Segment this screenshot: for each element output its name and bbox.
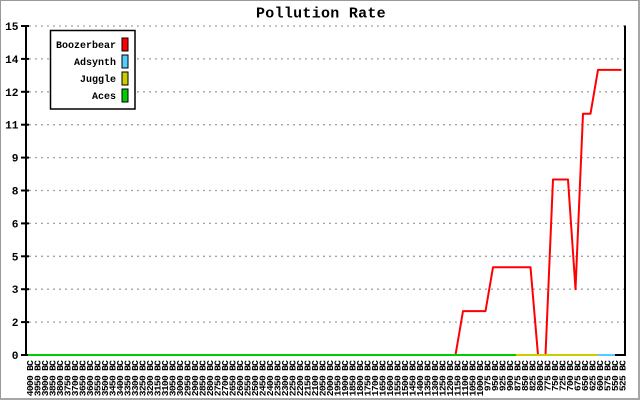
svg-text:2950 BC: 2950 BC [183, 360, 194, 396]
svg-text:1600 BC: 1600 BC [385, 360, 396, 396]
svg-text:850 BC: 850 BC [520, 360, 531, 391]
svg-text:650 BC: 650 BC [580, 360, 591, 391]
svg-text:1000 BC: 1000 BC [475, 360, 486, 396]
svg-text:2250 BC: 2250 BC [288, 360, 299, 396]
svg-text:2900 BC: 2900 BC [190, 360, 201, 396]
svg-text:900 BC: 900 BC [505, 360, 516, 391]
svg-text:1750 BC: 1750 BC [363, 360, 374, 396]
svg-text:1450 BC: 1450 BC [408, 360, 419, 396]
svg-text:525 BC: 525 BC [618, 360, 629, 391]
svg-text:1650 BC: 1650 BC [378, 360, 389, 396]
svg-text:Juggle: Juggle [80, 74, 116, 86]
svg-text:1850 BC: 1850 BC [348, 360, 359, 396]
svg-text:14: 14 [5, 55, 19, 67]
svg-text:0: 0 [12, 351, 19, 363]
svg-text:2800 BC: 2800 BC [205, 360, 216, 396]
svg-text:1800 BC: 1800 BC [355, 360, 366, 396]
svg-text:2600 BC: 2600 BC [235, 360, 246, 396]
svg-text:3050 BC: 3050 BC [168, 360, 179, 396]
svg-text:12: 12 [5, 88, 19, 100]
svg-text:3250 BC: 3250 BC [138, 360, 149, 396]
svg-text:2200 BC: 2200 BC [295, 360, 306, 396]
svg-text:1400 BC: 1400 BC [415, 360, 426, 396]
svg-text:1100 BC: 1100 BC [460, 360, 471, 396]
svg-text:3100 BC: 3100 BC [160, 360, 171, 396]
svg-text:2050 BC: 2050 BC [318, 360, 329, 396]
svg-text:550 BC: 550 BC [610, 360, 621, 391]
svg-text:1900 BC: 1900 BC [340, 360, 351, 396]
svg-text:675 BC: 675 BC [573, 360, 584, 391]
svg-text:2450 BC: 2450 BC [258, 360, 269, 396]
svg-text:Boozerbear: Boozerbear [56, 40, 116, 52]
svg-text:3500 BC: 3500 BC [100, 360, 111, 396]
svg-text:700 BC: 700 BC [565, 360, 576, 391]
svg-text:3: 3 [12, 285, 19, 297]
svg-text:8: 8 [12, 187, 19, 199]
svg-text:2000 BC: 2000 BC [325, 360, 336, 396]
svg-text:3850 BC: 3850 BC [48, 360, 59, 396]
svg-text:Aces: Aces [92, 92, 116, 103]
svg-text:575 BC: 575 BC [603, 360, 614, 391]
svg-text:1950 BC: 1950 BC [333, 360, 344, 396]
svg-text:15: 15 [5, 22, 19, 34]
svg-text:2700 BC: 2700 BC [220, 360, 231, 396]
svg-text:775 BC: 775 BC [543, 360, 554, 391]
svg-text:4000 BC: 4000 BC [25, 360, 36, 396]
svg-text:1350 BC: 1350 BC [423, 360, 434, 396]
svg-text:750 BC: 750 BC [550, 360, 561, 391]
svg-text:1550 BC: 1550 BC [393, 360, 404, 396]
svg-text:3200 BC: 3200 BC [145, 360, 156, 396]
svg-text:2100 BC: 2100 BC [310, 360, 321, 396]
svg-text:3300 BC: 3300 BC [130, 360, 141, 396]
svg-text:6: 6 [12, 219, 19, 231]
svg-text:11: 11 [5, 121, 19, 133]
svg-text:2850 BC: 2850 BC [198, 360, 209, 396]
svg-text:3450 BC: 3450 BC [108, 360, 119, 396]
svg-text:Pollution Rate: Pollution Rate [256, 6, 386, 23]
svg-text:3150 BC: 3150 BC [153, 360, 164, 396]
svg-text:1300 BC: 1300 BC [430, 360, 441, 396]
svg-text:1150 BC: 1150 BC [453, 360, 464, 396]
svg-text:3350 BC: 3350 BC [123, 360, 134, 396]
svg-text:2400 BC: 2400 BC [265, 360, 276, 396]
svg-text:3800 BC: 3800 BC [55, 360, 66, 396]
svg-text:1250 BC: 1250 BC [438, 360, 449, 396]
svg-text:2: 2 [12, 318, 19, 330]
svg-text:875 BC: 875 BC [513, 360, 524, 391]
svg-text:1500 BC: 1500 BC [400, 360, 411, 396]
svg-text:2750 BC: 2750 BC [213, 360, 224, 396]
svg-text:3550 BC: 3550 BC [93, 360, 104, 396]
svg-text:3700 BC: 3700 BC [70, 360, 81, 396]
svg-text:1050 BC: 1050 BC [468, 360, 479, 396]
svg-text:3400 BC: 3400 BC [115, 360, 126, 396]
svg-text:725 BC: 725 BC [558, 360, 569, 391]
svg-text:Adsynth: Adsynth [74, 57, 116, 69]
svg-text:3900 BC: 3900 BC [40, 360, 51, 396]
svg-text:3000 BC: 3000 BC [175, 360, 186, 396]
svg-text:2150 BC: 2150 BC [303, 360, 314, 396]
svg-text:975 BC: 975 BC [483, 360, 494, 391]
svg-text:825 BC: 825 BC [528, 360, 539, 391]
svg-text:9: 9 [12, 154, 19, 166]
svg-text:2550 BC: 2550 BC [243, 360, 254, 396]
svg-text:3750 BC: 3750 BC [63, 360, 74, 396]
svg-text:2500 BC: 2500 BC [250, 360, 261, 396]
svg-text:1200 BC: 1200 BC [445, 360, 456, 396]
svg-text:2350 BC: 2350 BC [273, 360, 284, 396]
svg-text:1700 BC: 1700 BC [370, 360, 381, 396]
svg-text:2650 BC: 2650 BC [228, 360, 239, 396]
svg-text:2300 BC: 2300 BC [280, 360, 291, 396]
svg-text:925 BC: 925 BC [498, 360, 509, 391]
svg-text:800 BC: 800 BC [535, 360, 546, 391]
svg-text:950 BC: 950 BC [490, 360, 501, 391]
svg-text:625 BC: 625 BC [588, 360, 599, 391]
svg-text:3650 BC: 3650 BC [78, 360, 89, 396]
svg-text:5: 5 [12, 252, 19, 264]
svg-text:600 BC: 600 BC [595, 360, 606, 391]
svg-text:3950 BC: 3950 BC [33, 360, 44, 396]
svg-text:3600 BC: 3600 BC [85, 360, 96, 396]
